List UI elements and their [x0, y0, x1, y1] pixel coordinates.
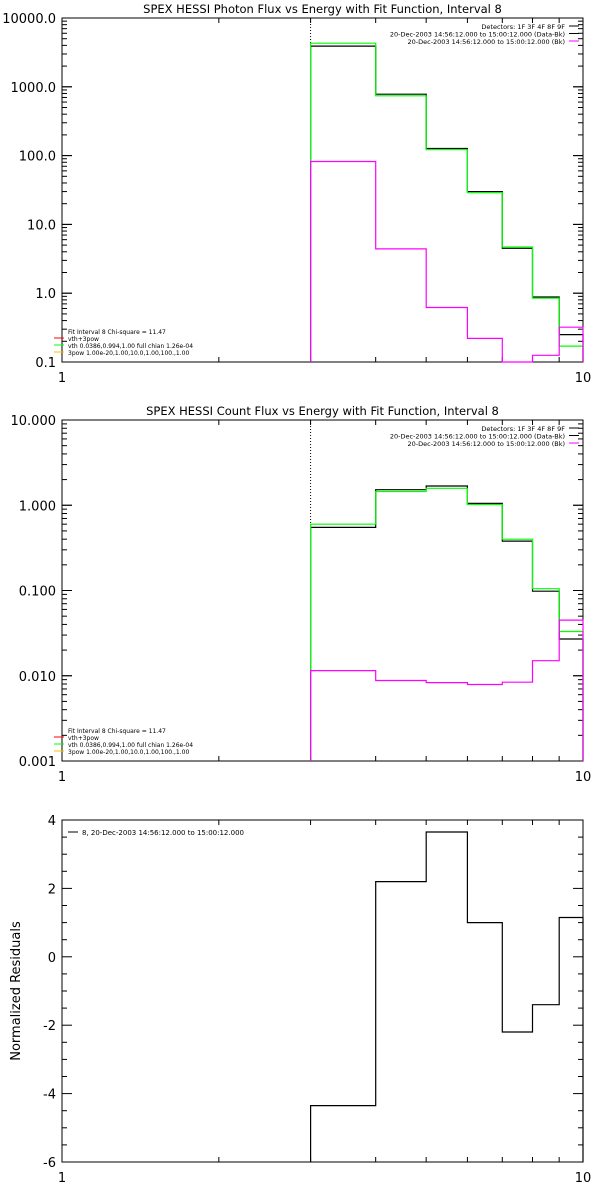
- legend-entry: Detectors: 1F 3F 4F 8F 9F: [481, 425, 565, 433]
- y-tick-label: 1.0: [35, 287, 56, 302]
- y-tick-label: 4: [48, 814, 56, 829]
- y-tick-label: 1000.0: [11, 81, 57, 96]
- series-line-2: [310, 619, 584, 761]
- x-tick-label: 1: [58, 1171, 66, 1186]
- legend-entry: 20-Dec-2003 14:56:12.000 to 15:00:12.000…: [390, 31, 565, 39]
- series-line-1: [310, 487, 584, 761]
- chart-title: SPEX HESSI Photon Flux vs Energy with Fi…: [143, 2, 502, 16]
- y-tick-label: 0.100: [19, 585, 56, 600]
- y-tick-label: -6: [43, 1156, 56, 1171]
- y-tick-label: 100.0: [19, 150, 56, 165]
- y-tick-label: 2: [48, 882, 56, 897]
- y-tick-label: 10000.0: [2, 12, 56, 27]
- y-tick-label: -2: [43, 1019, 56, 1034]
- y-tick-label: 10.000: [11, 414, 57, 429]
- series-line-0: [310, 485, 584, 761]
- y-tick-label: 0: [48, 951, 56, 966]
- series-line-0: [310, 45, 584, 362]
- series-line-2: [310, 160, 584, 363]
- legend-entry: 20-Dec-2003 14:56:12.000 to 15:00:12.000…: [408, 38, 566, 46]
- series-line-0: [310, 831, 584, 1162]
- photon-flux-panel: SPEX HESSI Photon Flux vs Energy with Fi…: [2, 2, 591, 386]
- y-tick-label: 0.001: [19, 755, 56, 770]
- count-flux-panel: SPEX HESSI Count Flux vs Energy with Fit…: [11, 404, 592, 785]
- legend-entry: 3pow 1.00e-20,1.00,10.0,1.00,100.,1.00: [68, 749, 189, 756]
- x-tick-label: 1: [58, 770, 66, 785]
- x-tick-label: 10: [575, 1171, 592, 1186]
- y-axis-label: Normalized Residuals: [9, 921, 24, 1061]
- legend-entry: Detectors: 1F 3F 4F 8F 9F: [481, 23, 565, 31]
- y-tick-label: 0.1: [35, 356, 56, 371]
- legend-entry: 20-Dec-2003 14:56:12.000 to 15:00:12.000…: [408, 440, 566, 448]
- legend-entry: vth+3pow: [68, 336, 99, 343]
- legend-entry: vth+3pow: [68, 735, 99, 742]
- y-tick-label: 1.000: [19, 499, 56, 514]
- plot-frame: [61, 17, 584, 363]
- y-tick-label: 0.010: [19, 670, 56, 685]
- plot-frame: [61, 419, 584, 762]
- series-line-1: [310, 42, 584, 362]
- plot-frame: [61, 819, 584, 1163]
- residuals-panel: Normalized Residuals 1 10 -6 -4 -2 0 2 4 8, 20-De…: [9, 814, 591, 1186]
- y-tick-label: 10.0: [27, 218, 56, 233]
- y-tick-label: -4: [43, 1088, 56, 1103]
- legend-entry: vth 0.0386,0.994,1.00 full chian 1.26e-0…: [68, 343, 193, 350]
- legend-entry: Fit Interval 8 Chi-square = 11.47: [68, 728, 166, 735]
- legend-entry: Fit Interval 8 Chi-square = 11.47: [68, 329, 166, 336]
- x-tick-label: 10: [575, 371, 592, 386]
- legend-entry: 3pow 1.00e-20,1.00,10.0,1.00,100.,1.00: [68, 350, 189, 357]
- legend-entry: 20-Dec-2003 14:56:12.000 to 15:00:12.000…: [390, 433, 565, 441]
- chart-title: SPEX HESSI Count Flux vs Energy with Fit…: [146, 404, 499, 418]
- legend-entry: vth 0.0386,0.994,1.00 full chian 1.26e-0…: [68, 742, 193, 749]
- legend-entry: 8, 20-Dec-2003 14:56:12.000 to 15:00:12.…: [82, 829, 244, 837]
- x-tick-label: 10: [575, 770, 592, 785]
- x-tick-label: 1: [58, 371, 66, 386]
